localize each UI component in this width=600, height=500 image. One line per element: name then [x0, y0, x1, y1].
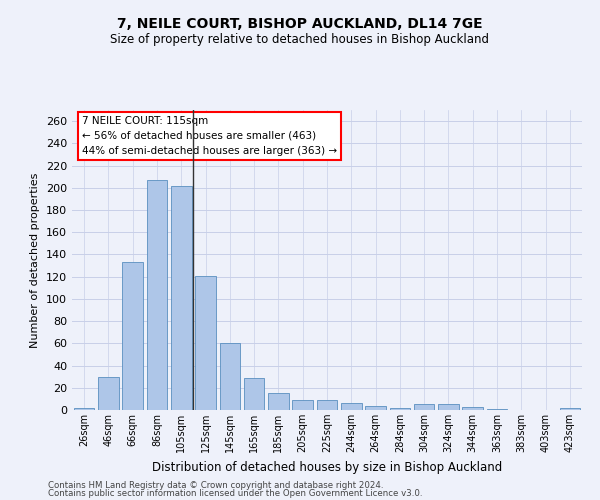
Bar [220, 344, 240, 410]
Text: 7 NEILE COURT: 115sqm
← 56% of detached houses are smaller (463)
44% of semi-det: 7 NEILE COURT: 115sqm ← 56% of detached … [82, 116, 337, 156]
Bar [389, 408, 410, 410]
Bar [146, 180, 167, 410]
Bar [171, 186, 191, 410]
Bar [560, 408, 580, 410]
Bar [414, 404, 434, 410]
Bar [487, 409, 508, 410]
Text: Size of property relative to detached houses in Bishop Auckland: Size of property relative to detached ho… [110, 32, 490, 46]
Bar [268, 394, 289, 410]
Text: 7, NEILE COURT, BISHOP AUCKLAND, DL14 7GE: 7, NEILE COURT, BISHOP AUCKLAND, DL14 7G… [117, 18, 483, 32]
Bar [365, 406, 386, 410]
Bar [244, 378, 265, 410]
Y-axis label: Number of detached properties: Number of detached properties [31, 172, 40, 348]
Bar [463, 406, 483, 410]
Bar [98, 376, 119, 410]
Bar [74, 408, 94, 410]
Bar [317, 400, 337, 410]
Text: Contains public sector information licensed under the Open Government Licence v3: Contains public sector information licen… [48, 489, 422, 498]
Bar [438, 404, 459, 410]
Bar [122, 262, 143, 410]
Bar [195, 276, 216, 410]
Bar [341, 404, 362, 410]
Text: Contains HM Land Registry data © Crown copyright and database right 2024.: Contains HM Land Registry data © Crown c… [48, 480, 383, 490]
Bar [292, 400, 313, 410]
X-axis label: Distribution of detached houses by size in Bishop Auckland: Distribution of detached houses by size … [152, 460, 502, 473]
